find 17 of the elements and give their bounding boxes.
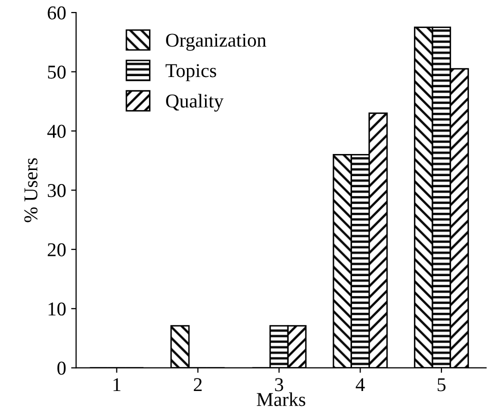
y-tick-label: 0	[57, 362, 66, 375]
x-tick-label: 5	[438, 378, 446, 392]
x-tick-label: 3	[275, 378, 284, 392]
legend-label: Quality	[166, 94, 224, 112]
x-tick-label: 4	[356, 378, 365, 392]
legend-label: Topics	[166, 64, 216, 82]
y-tick-label: 10	[48, 302, 66, 316]
y-tick-label: 30	[48, 184, 66, 198]
y-tick-label: 20	[48, 243, 66, 256]
x-tick-label: 1	[114, 378, 120, 392]
y-axis-title: % Users	[24, 158, 38, 222]
x-tick-label: 2	[194, 378, 202, 392]
x-axis-title: Marks	[256, 392, 306, 406]
legend-label: Organization	[166, 34, 266, 51]
y-tick-label: 60	[48, 6, 66, 20]
y-tick-label: 50	[48, 66, 66, 79]
y-tick-label: 40	[47, 124, 66, 138]
